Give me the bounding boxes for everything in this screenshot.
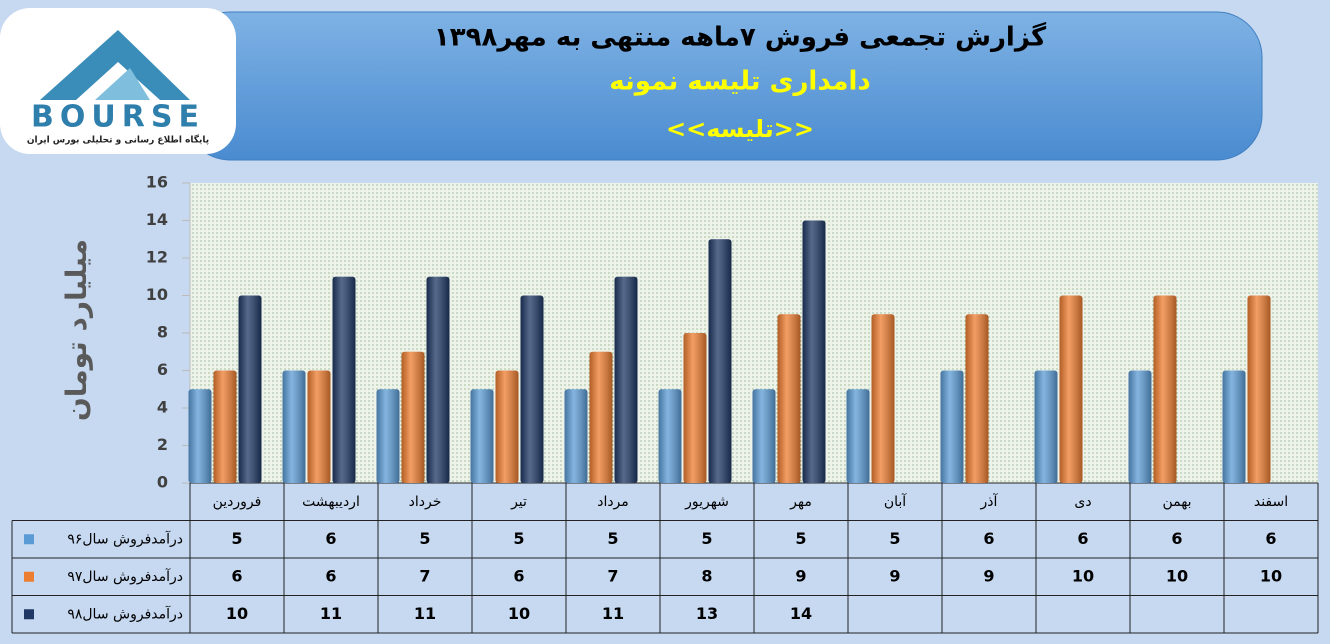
table-value: 8 bbox=[701, 566, 712, 585]
annotation: <<تلیسه>> bbox=[666, 115, 814, 143]
table-value: 11 bbox=[602, 604, 624, 623]
bar-shade bbox=[658, 389, 682, 483]
x-tick-label: فروردین bbox=[213, 494, 262, 510]
y-axis-label: میلیارد تومان bbox=[60, 239, 93, 421]
y-tick-label: 6 bbox=[157, 360, 168, 379]
table-value: 5 bbox=[513, 529, 524, 548]
logo-mark bbox=[40, 30, 190, 100]
bar-shade bbox=[1128, 370, 1152, 483]
logo-mark bbox=[95, 68, 150, 100]
y-tick-label: 10 bbox=[146, 285, 168, 304]
x-tick-label: مهر bbox=[789, 494, 812, 510]
bar-shade bbox=[426, 276, 450, 483]
bar-shade bbox=[332, 276, 356, 483]
bar-shade bbox=[495, 370, 519, 483]
legend-key bbox=[24, 571, 34, 582]
logo-tagline: پایگاه اطلاع رسانی و تحلیلی بورس ایران bbox=[27, 134, 209, 146]
chart-subtitle: دامداری تلیسه نمونه bbox=[609, 67, 870, 97]
bar-shade bbox=[752, 389, 776, 483]
legend-label: درآمدفروش سال۹۷ bbox=[67, 568, 183, 585]
table-value: 6 bbox=[1171, 529, 1182, 548]
table-value: 14 bbox=[790, 604, 812, 623]
bar-shade bbox=[846, 389, 870, 483]
x-tick-label: اسفند bbox=[1254, 494, 1288, 510]
table-value: 10 bbox=[1260, 566, 1282, 585]
bar-shade bbox=[965, 314, 989, 483]
table-value: 9 bbox=[983, 566, 994, 585]
bar-shade bbox=[1247, 295, 1271, 483]
table-value: 10 bbox=[508, 604, 530, 623]
table-value: 5 bbox=[231, 529, 242, 548]
x-tick-label: بهمن bbox=[1162, 494, 1191, 510]
table-value: 6 bbox=[983, 529, 994, 548]
x-tick-label: آبان bbox=[884, 493, 907, 510]
y-tick-label: 16 bbox=[146, 173, 168, 192]
chart-title: گزارش تجمعی فروش ۷ماهه منتهی به مهر۱۳۹۸ bbox=[434, 22, 1047, 53]
bar-shade bbox=[376, 389, 400, 483]
legend-key bbox=[24, 534, 34, 545]
x-tick-label: خرداد bbox=[409, 494, 442, 510]
y-tick-label: 0 bbox=[157, 473, 168, 492]
table-value: 10 bbox=[1166, 566, 1188, 585]
table-value: 6 bbox=[231, 566, 242, 585]
bar-shade bbox=[940, 370, 964, 483]
x-tick-label: اردیبهشت bbox=[302, 494, 360, 510]
table-value: 5 bbox=[795, 529, 806, 548]
table-value: 5 bbox=[889, 529, 900, 548]
bar-shade bbox=[871, 314, 895, 483]
bar-shade bbox=[1222, 370, 1246, 483]
bar-shade bbox=[188, 389, 212, 483]
bar-shade bbox=[401, 351, 425, 483]
bar-shade bbox=[520, 295, 544, 483]
table-value: 10 bbox=[1072, 566, 1094, 585]
table-value: 5 bbox=[701, 529, 712, 548]
y-tick-label: 8 bbox=[157, 323, 168, 342]
table-value: 6 bbox=[325, 529, 336, 548]
table-value: 11 bbox=[414, 604, 436, 623]
bar-shade bbox=[589, 351, 613, 483]
bar-shade bbox=[708, 239, 732, 483]
legend-label: درآمدفروش سال۹۶ bbox=[67, 530, 183, 547]
table-value: 5 bbox=[419, 529, 430, 548]
bar-shade bbox=[307, 370, 331, 483]
table-value: 11 bbox=[320, 604, 342, 623]
y-tick-label: 2 bbox=[157, 435, 168, 454]
table-value: 6 bbox=[513, 566, 524, 585]
bar-shade bbox=[1153, 295, 1177, 483]
y-tick-label: 12 bbox=[146, 248, 168, 267]
bar-shade bbox=[213, 370, 237, 483]
x-tick-label: مرداد bbox=[597, 494, 629, 510]
y-tick-label: 4 bbox=[157, 398, 168, 417]
x-tick-label: دی bbox=[1074, 494, 1091, 510]
y-tick-label: 14 bbox=[146, 210, 168, 229]
table-value: 7 bbox=[419, 566, 430, 585]
bar-shade bbox=[683, 333, 707, 483]
bar-shade bbox=[777, 314, 801, 483]
table-value: 9 bbox=[889, 566, 900, 585]
bar-shade bbox=[238, 295, 262, 483]
table-value: 9 bbox=[795, 566, 806, 585]
table-value: 7 bbox=[607, 566, 618, 585]
bar-shade bbox=[282, 370, 306, 483]
bar-shade bbox=[1059, 295, 1083, 483]
bar-shade bbox=[470, 389, 494, 483]
table-value: 10 bbox=[226, 604, 248, 623]
bar-shade bbox=[1034, 370, 1058, 483]
legend-key bbox=[24, 609, 34, 620]
table-value: 6 bbox=[325, 566, 336, 585]
x-tick-label: آذر bbox=[980, 493, 999, 510]
bar-shade bbox=[802, 220, 826, 483]
logo-brand: BOURSE bbox=[31, 100, 205, 135]
table-value: 6 bbox=[1265, 529, 1276, 548]
table-value: 13 bbox=[696, 604, 718, 623]
table-value: 5 bbox=[607, 529, 618, 548]
legend-label: درآمدفروش سال۹۸ bbox=[67, 605, 183, 622]
bar-shade bbox=[564, 389, 588, 483]
x-tick-label: شهریور bbox=[684, 494, 729, 510]
bar-shade bbox=[614, 276, 638, 483]
table-value: 6 bbox=[1077, 529, 1088, 548]
x-tick-label: تیر bbox=[510, 494, 527, 510]
